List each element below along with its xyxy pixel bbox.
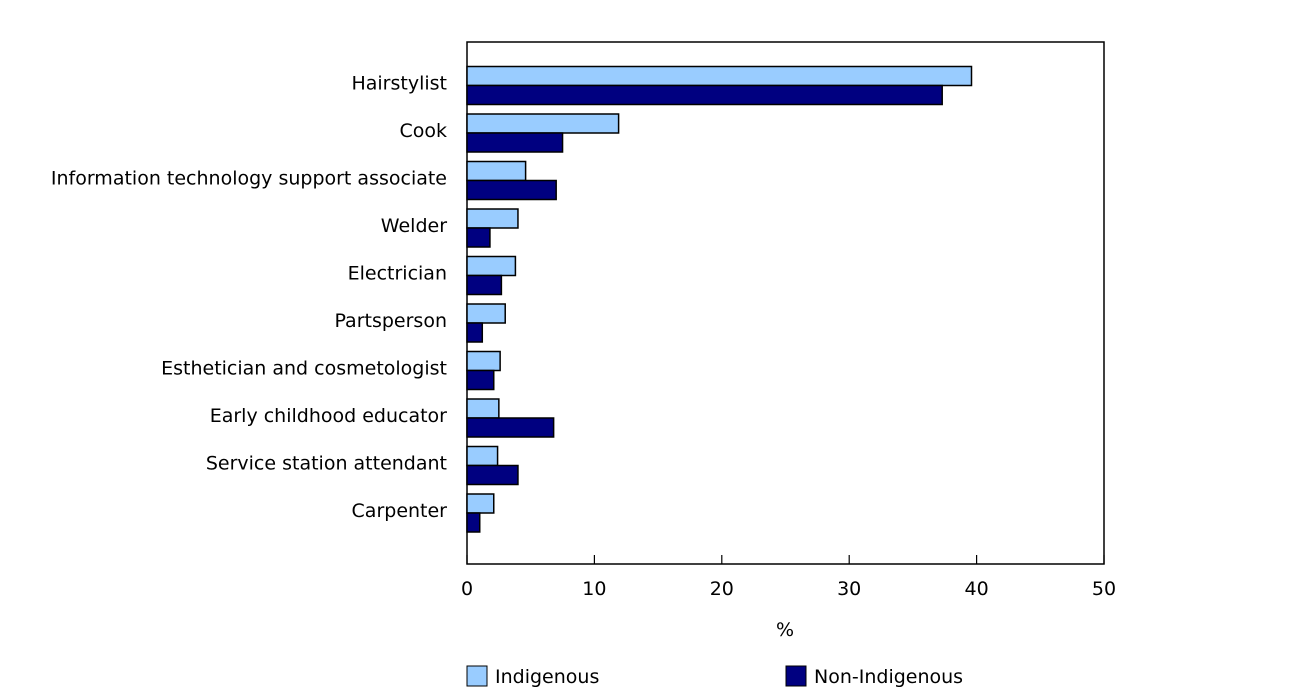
bar-indigenous-cook [466,113,620,134]
x-tick-label: 0 [461,578,473,600]
bars-group [466,65,973,533]
category-label: Information technology support associate [51,168,447,190]
category-label: Welder [381,215,447,237]
bar-indigenous-electrician [466,255,517,277]
category-label: Cook [399,120,447,142]
bar-indigenous-welder [466,208,519,229]
x-tick-label: 50 [1092,578,1116,600]
category-label: Hairstylist [351,73,447,95]
bar-indigenous-early-childhood-educator [466,398,500,419]
bar-non-indigenous-early-childhood-educator [466,417,555,438]
bar-non-indigenous-hairstylist [466,84,943,106]
category-label: Service station attendant [206,453,447,475]
bar-non-indigenous-esthetician-and-cosmetologist [466,369,495,391]
bar-non-indigenous-electrician [466,274,503,296]
category-label: Esthetician and cosmetologist [161,358,447,380]
category-label: Early childhood educator [210,405,447,427]
category-label: Electrician [348,263,447,285]
bar-indigenous-partsperson [466,303,506,324]
x-tick-label: 20 [710,578,734,600]
legend-label-non-indigenous: Non-Indigenous [814,666,963,688]
x-tick-label: 10 [582,578,606,600]
category-labels: Hairstylist Cook Information technology su… [51,73,447,523]
bar-indigenous-carpenter [466,493,495,514]
bar-indigenous-service-station-attendant [466,445,499,467]
bar-non-indigenous-information-technology-support-associate [466,179,557,201]
bar-non-indigenous-carpenter [466,512,481,533]
bar-indigenous-hairstylist [466,65,973,87]
x-tick-label: 30 [837,578,861,600]
x-axis-ticks: 0 10 20 30 40 50 [461,555,1116,600]
legend-label-indigenous: Indigenous [495,666,599,688]
bar-non-indigenous-service-station-attendant [466,464,519,486]
bar-indigenous-information-technology-support-associate [466,160,527,182]
bar-non-indigenous-welder [466,227,491,248]
legend-swatch-indigenous [466,665,488,687]
bar-indigenous-esthetician-and-cosmetologist [466,350,501,372]
legend-swatch-non-indigenous [785,665,807,687]
x-tick-label: 40 [965,578,989,600]
category-label: Carpenter [352,500,448,522]
bar-non-indigenous-partsperson [466,322,484,343]
x-axis-title: % [776,619,794,641]
legend: Indigenous Non-Indigenous [466,665,963,688]
category-label: Partsperson [334,310,447,332]
bar-non-indigenous-cook [466,132,564,153]
